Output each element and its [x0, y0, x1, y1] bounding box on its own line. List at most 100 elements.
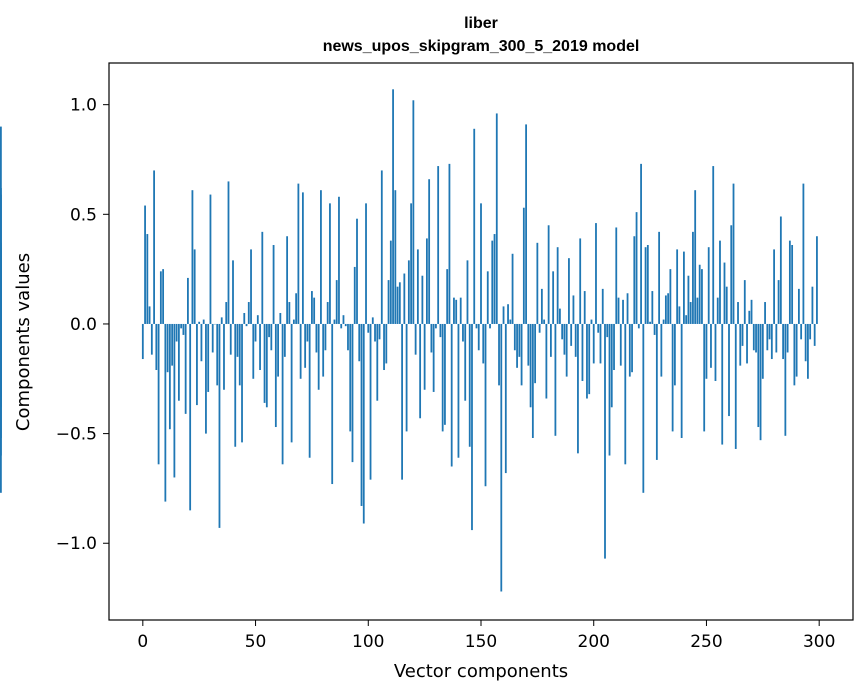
bar	[692, 231, 694, 324]
bar	[649, 321, 651, 324]
bar	[788, 240, 791, 324]
bar	[166, 323, 169, 373]
bar	[392, 89, 394, 324]
bar	[768, 323, 771, 340]
bar	[680, 323, 683, 438]
bar	[795, 323, 798, 377]
bar	[225, 302, 228, 324]
bar	[705, 323, 708, 379]
bar	[175, 323, 178, 342]
bar	[507, 304, 509, 324]
bar	[698, 264, 701, 324]
bar	[701, 269, 703, 324]
bar	[782, 323, 785, 360]
bar	[259, 323, 261, 371]
bar	[540, 288, 543, 324]
bar	[516, 323, 518, 368]
bar	[270, 323, 273, 351]
bar	[371, 317, 374, 324]
bar	[707, 247, 710, 324]
bar	[367, 323, 370, 333]
bar	[421, 275, 424, 324]
bar	[473, 128, 476, 324]
bar	[241, 323, 243, 443]
bar	[0, 242, 2, 324]
bar	[572, 295, 575, 324]
bar	[536, 242, 539, 324]
bar	[412, 100, 415, 324]
bar	[168, 323, 171, 430]
bar	[653, 323, 656, 335]
bar	[608, 323, 611, 456]
bar	[446, 269, 449, 324]
bar	[387, 280, 390, 324]
bar	[628, 323, 631, 377]
bar	[559, 308, 561, 324]
bar	[595, 223, 597, 324]
bar	[637, 323, 640, 329]
bar	[520, 323, 523, 386]
bar	[274, 323, 277, 428]
bar	[0, 323, 2, 397]
bar	[428, 179, 431, 324]
bar	[525, 124, 527, 324]
bar	[261, 231, 264, 324]
bar	[288, 302, 291, 324]
bar	[543, 319, 546, 324]
x-tick-label: 250	[690, 632, 722, 652]
bar	[403, 273, 406, 324]
bar	[376, 323, 379, 401]
chart-title-line1: liber	[464, 15, 498, 32]
bar	[401, 323, 403, 480]
bar	[714, 323, 717, 381]
bar	[716, 297, 719, 324]
bar	[599, 323, 602, 364]
bar	[216, 323, 219, 386]
bar	[784, 323, 787, 436]
bar	[770, 323, 773, 360]
bar	[554, 323, 557, 436]
bar	[635, 212, 638, 324]
bar	[579, 238, 582, 324]
bar	[383, 323, 385, 371]
y-tick-label: 0.5	[70, 205, 97, 225]
bar	[498, 323, 500, 386]
x-tick-label: 150	[465, 632, 497, 652]
bar	[308, 323, 311, 458]
bar	[613, 323, 615, 371]
bar	[816, 236, 818, 324]
bar	[748, 310, 751, 324]
bar	[791, 245, 794, 324]
bar	[173, 323, 176, 478]
bar	[202, 319, 205, 324]
bar	[444, 323, 446, 425]
bar	[766, 323, 769, 351]
bars-group	[0, 89, 818, 592]
bar	[504, 323, 507, 474]
bar	[268, 323, 270, 338]
bar	[685, 315, 688, 324]
bar	[374, 323, 376, 342]
bar	[425, 238, 428, 324]
bar	[236, 323, 239, 357]
bar	[317, 323, 320, 390]
bar	[552, 271, 555, 324]
bar	[732, 183, 735, 324]
bar	[435, 323, 437, 329]
bar	[311, 291, 313, 324]
bar	[419, 323, 422, 419]
bar	[581, 323, 584, 381]
bar	[0, 323, 2, 493]
bar	[586, 323, 588, 399]
bar	[624, 323, 627, 465]
bar	[439, 323, 442, 338]
bar	[590, 319, 593, 324]
bar	[453, 297, 455, 324]
bar	[283, 323, 286, 357]
bar	[673, 323, 676, 386]
bar	[232, 260, 234, 324]
bar	[703, 323, 706, 432]
bar	[640, 163, 642, 324]
y-tick-label: 1.0	[70, 96, 97, 116]
bar	[568, 258, 570, 324]
